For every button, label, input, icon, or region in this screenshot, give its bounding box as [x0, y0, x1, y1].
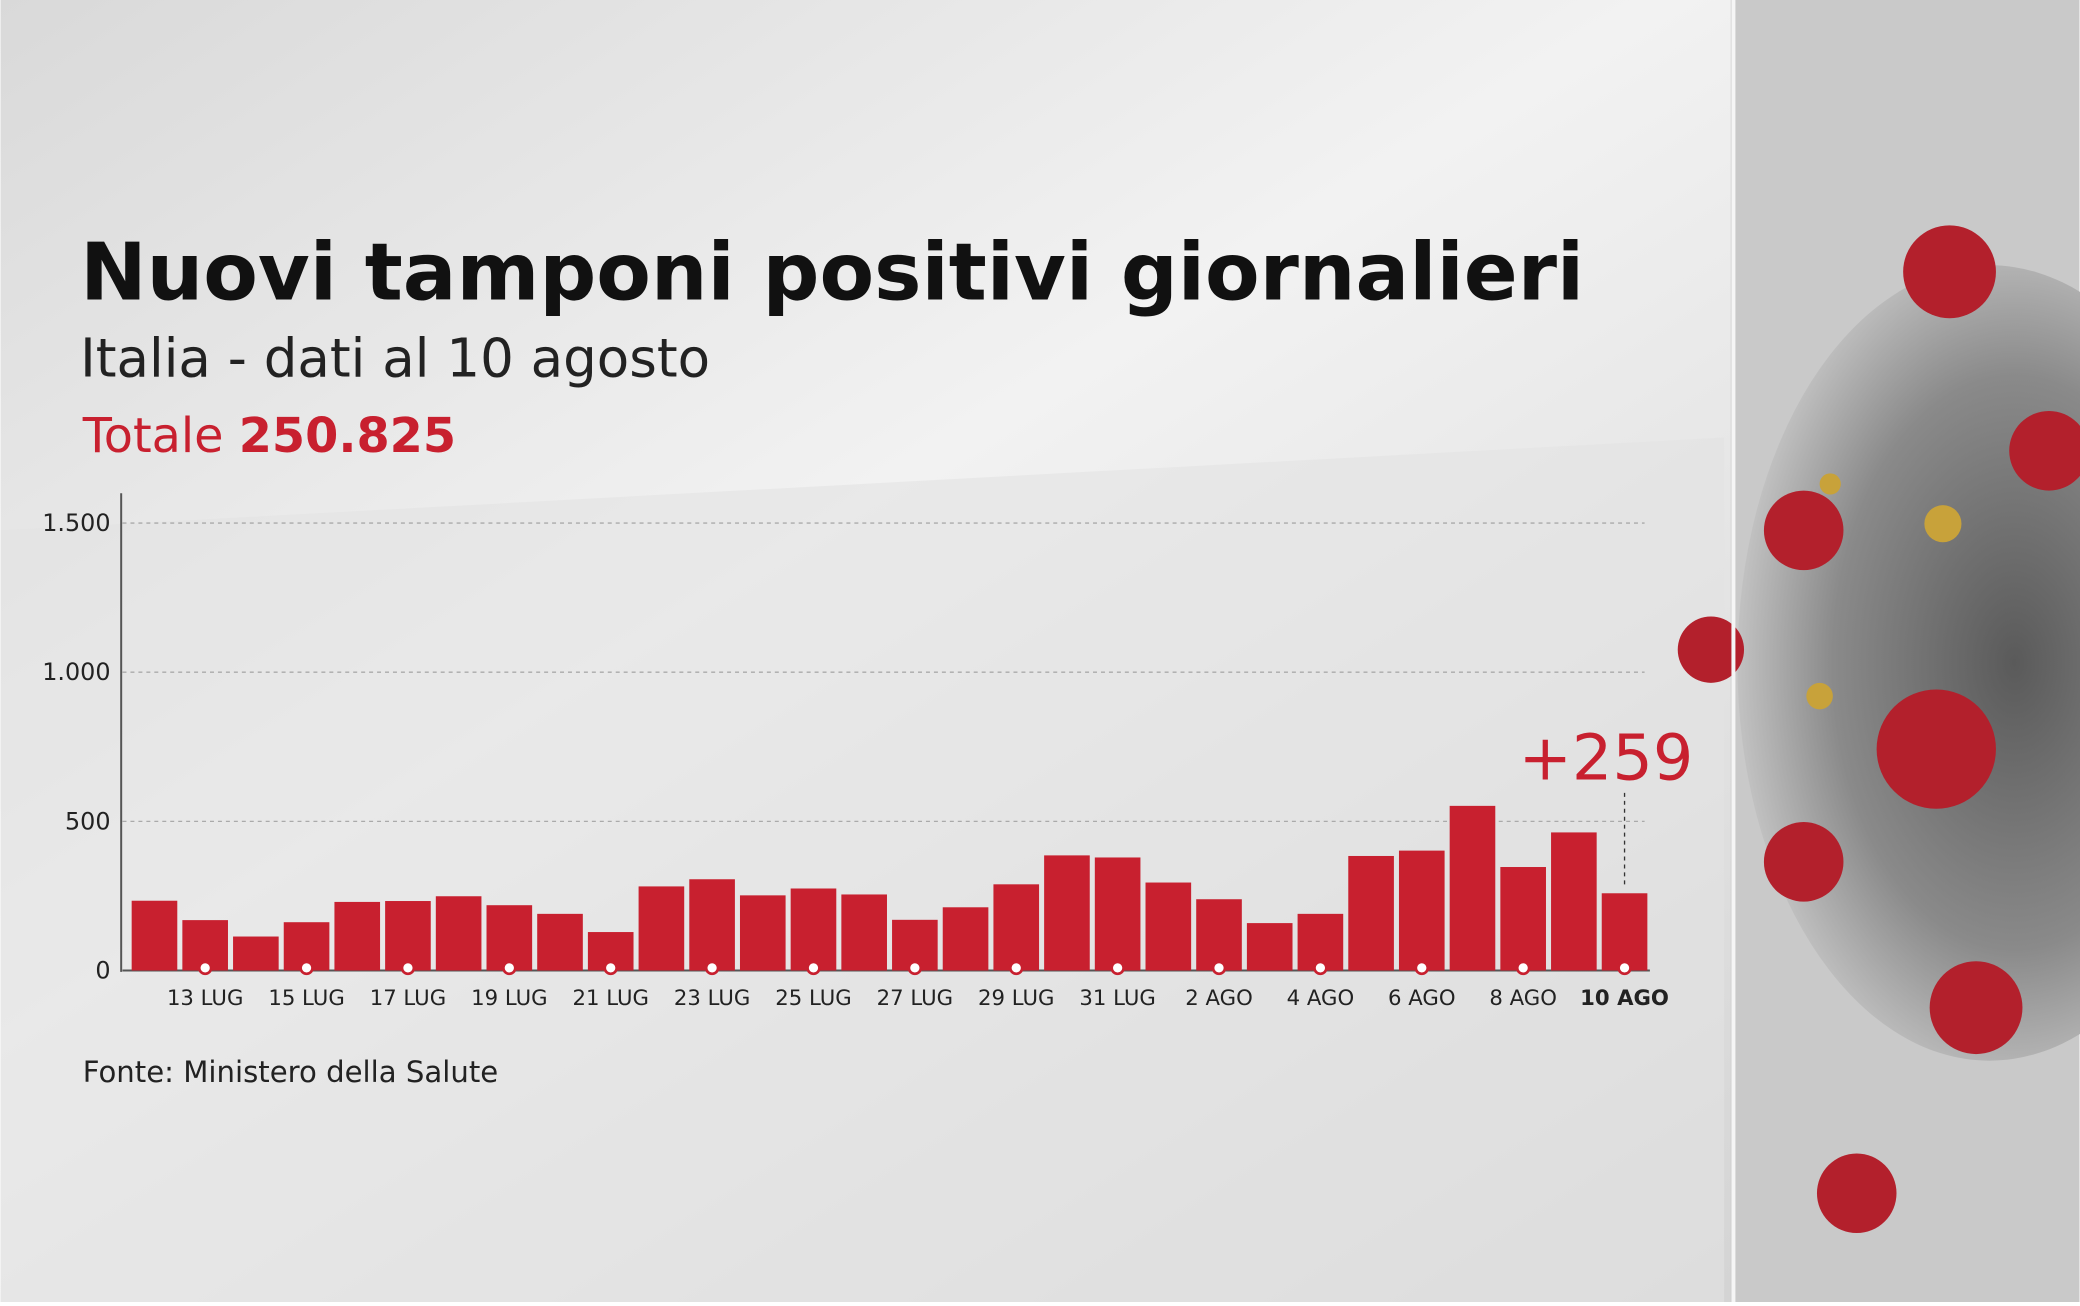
bar: [790, 888, 837, 971]
x-tick-label: 6 AGO: [1388, 986, 1455, 1011]
x-tick-label: 25 LUG: [775, 986, 851, 1011]
bar: [841, 894, 887, 971]
x-tick-label: 17 LUG: [370, 986, 446, 1011]
background-shape: [0, 437, 1725, 1302]
bar: [334, 901, 381, 971]
x-tick-label: 10 AGO: [1580, 986, 1669, 1011]
x-tick-label: 19 LUG: [471, 986, 547, 1011]
source: Fonte: Ministero della Salute: [83, 1055, 498, 1089]
total-label: Totale: [82, 409, 224, 464]
x-tick-label: 27 LUG: [877, 986, 953, 1011]
tick-dot: [704, 960, 720, 976]
bar: [1145, 882, 1192, 971]
virus-dots: [1806, 473, 1962, 710]
tick-dot: [502, 960, 517, 976]
chart-subtitle: Italia - dati al 10 agosto: [80, 328, 710, 390]
tick-dot: [907, 960, 923, 976]
bar: [942, 907, 989, 971]
tick-dot: [197, 960, 213, 976]
x-tick-label: 13 LUG: [167, 986, 243, 1011]
bar: [689, 879, 735, 971]
tick-dot: [1008, 960, 1024, 976]
bar: [233, 936, 279, 971]
x-tick-label: 4 AGO: [1287, 986, 1354, 1011]
total: Totale 250.825: [82, 409, 456, 464]
x-tick-label: 23 LUG: [674, 986, 750, 1011]
bar: [385, 901, 431, 971]
tick-dot: [299, 960, 314, 976]
bar: [1500, 867, 1546, 971]
bar: [1551, 832, 1597, 971]
bar: [1348, 855, 1394, 971]
bar: [1196, 899, 1242, 971]
tick-dot: [1313, 960, 1328, 976]
y-tick-label: 1.500: [42, 509, 110, 537]
total-value: 250.825: [239, 409, 456, 464]
bar: [1246, 923, 1293, 971]
y-tick-label: 0: [95, 956, 110, 984]
bar: [1398, 850, 1445, 971]
bar: [1449, 805, 1496, 971]
tick-dot: [1110, 960, 1125, 976]
bar: [131, 900, 178, 971]
y-tick-label: 1.000: [42, 658, 110, 686]
tick-dot: [806, 960, 821, 976]
bar: [1044, 855, 1090, 971]
bar: [435, 896, 482, 971]
virus-spikes: [1677, 225, 2080, 1234]
bar: [1601, 893, 1648, 971]
value-label: +259: [1519, 722, 1694, 796]
bar: [537, 913, 583, 971]
x-tick-label: 21 LUG: [572, 986, 648, 1011]
x-tick-label: 15 LUG: [268, 986, 344, 1011]
bar: [993, 884, 1040, 971]
y-tick-label: 500: [65, 807, 111, 835]
bar: [1094, 857, 1141, 971]
bar: [486, 905, 533, 971]
bar: [638, 886, 685, 971]
tick-dot: [603, 960, 618, 976]
tick-dot: [1617, 960, 1632, 976]
tick-dot: [1515, 960, 1531, 976]
tick-dot: [1211, 960, 1227, 976]
bar: [739, 895, 786, 971]
tick-dot: [400, 960, 416, 976]
x-tick-label: 8 AGO: [1489, 986, 1556, 1011]
x-tick-label: 2 AGO: [1185, 986, 1252, 1011]
x-tick-label: 29 LUG: [978, 986, 1054, 1011]
x-tick-label: 31 LUG: [1079, 986, 1155, 1011]
chart-title: Nuovi tamponi positivi giornalieri: [80, 226, 1584, 319]
tick-dot: [1414, 960, 1430, 976]
